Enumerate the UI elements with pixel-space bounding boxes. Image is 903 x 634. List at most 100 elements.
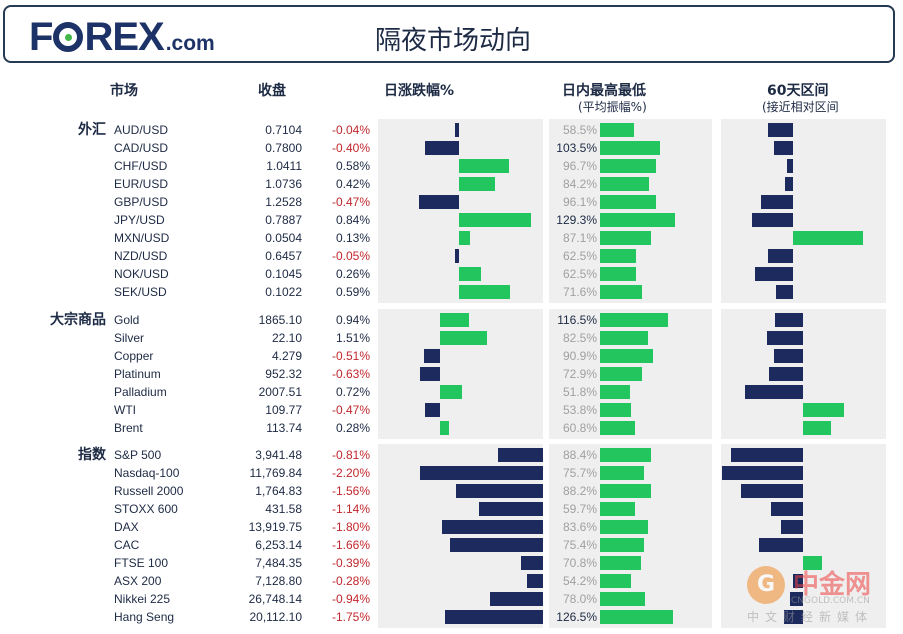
range-value: 60.8% [562,421,597,435]
daily-bar [418,195,459,209]
table-row: S&P 500 3,941.48 -0.81% 88.4% [0,446,903,464]
change-value: 0.58% [335,159,370,173]
close-value: 0.7800 [265,141,302,155]
range60-bar [767,249,793,263]
daily-bar [440,421,449,435]
range60-bar [754,267,793,281]
instrument-name: CAD/USD [114,141,169,155]
instrument-name: FTSE 100 [114,556,169,570]
change-value: -0.47% [331,403,370,417]
range-value: 78.0% [562,592,597,606]
change-value: -0.94% [331,592,370,606]
change-value: -1.14% [331,502,370,516]
table-row: ASX 200 7,128.80 -0.28% 54.2% [0,572,903,590]
range-value: 53.8% [562,403,597,417]
change-value: -0.63% [331,367,370,381]
change-value: -0.81% [331,448,370,462]
close-value: 1.2528 [265,195,302,209]
close-value: 20,112.10 [249,610,303,624]
close-value: 1.0736 [265,177,302,191]
table-row: CHF/USD 1.0411 0.58% 96.7% [0,157,903,175]
instrument-name: Palladium [114,385,167,399]
close-value: 0.1045 [265,267,302,281]
forex-logo: F REX.com [29,15,215,59]
instrument-name: Copper [114,349,154,363]
intraday-bar [600,177,649,191]
range-value: 62.5% [562,267,597,281]
intraday-bar [600,159,657,173]
range60-bar [783,610,803,624]
table-row: GBP/USD 1.2528 -0.47% 96.1% [0,193,903,211]
change-value: 0.94% [335,313,370,327]
close-value: 431.58 [265,502,302,516]
group-label: 外汇 [78,122,106,138]
daily-bar [459,231,471,245]
daily-bar [490,592,543,606]
range-value: 72.9% [562,367,597,381]
range-value: 59.7% [562,502,597,516]
close-value: 22.10 [271,331,302,345]
daily-bar [424,141,459,155]
range60-bar [803,421,831,435]
change-value: -0.28% [331,574,370,588]
change-value: -0.39% [331,556,370,570]
daily-bar [424,349,440,363]
table-row: STOXX 600 431.58 -1.14% 59.7% [0,500,903,518]
col-intraday-sub: (平均振幅%) [578,100,647,114]
range60-bar [775,313,803,327]
range-value: 87.1% [562,231,597,245]
table-row: Nasdaq-100 11,769.84 -2.20% 75.7% [0,464,903,482]
change-value: -2.20% [331,466,370,480]
close-value: 6,253.14 [255,538,302,552]
intraday-bar [600,249,637,263]
range-value: 126.5% [556,610,597,624]
intraday-bar [600,610,674,624]
table-row: Palladium 2007.51 0.72% 51.8% [0,383,903,401]
range60-bar [776,285,793,299]
table-row: WTI 109.77 -0.47% 53.8% [0,401,903,419]
daily-bar [455,484,543,498]
daily-bar [459,159,509,173]
instrument-name: AUD/USD [114,123,169,137]
range60-bar [773,349,803,363]
range60-bar [744,385,803,399]
close-value: 1865.10 [258,313,302,327]
col-intraday: 日内最高最低 [562,83,646,99]
daily-bar [420,367,440,381]
change-value: -1.66% [331,538,370,552]
close-value: 1,764.83 [255,484,302,498]
intraday-bar [600,448,652,462]
change-value: 1.51% [335,331,370,345]
table-row: CAD/USD 0.7800 -0.40% 103.5% [0,139,903,157]
change-value: -0.47% [331,195,370,209]
intraday-bar [600,421,636,435]
table-row: Gold 1865.10 0.94% 116.5% [0,311,903,329]
table-row: EUR/USD 1.0736 0.42% 84.2% [0,175,903,193]
daily-bar [459,267,482,281]
range60-bar [771,502,803,516]
range60-bar [721,466,803,480]
instrument-name: S&P 500 [114,448,162,462]
range60-panel [721,119,886,303]
intraday-bar [600,331,648,345]
table-row: Copper 4.279 -0.51% 90.9% [0,347,903,365]
intraday-bar [600,231,651,245]
instrument-name: MXN/USD [114,231,170,245]
intraday-bar [600,349,653,363]
intraday-bar [600,484,652,498]
table-row: JPY/USD 0.7887 0.84% 129.3% [0,211,903,229]
range-value: 82.5% [562,331,597,345]
change-value: 0.13% [335,231,370,245]
daily-bar [497,448,543,462]
col-market: 市场 [110,83,138,99]
range-value: 84.2% [562,177,597,191]
table-row: FTSE 100 7,484.35 -0.39% 70.8% [0,554,903,572]
intraday-bar [600,538,644,552]
daily-bar [455,123,459,137]
range-value: 88.4% [562,448,597,462]
range-value: 96.7% [562,159,597,173]
instrument-name: NOK/USD [114,267,169,281]
instrument-name: WTI [114,403,136,417]
intraday-bar [600,195,656,209]
close-value: 952.32 [265,367,302,381]
